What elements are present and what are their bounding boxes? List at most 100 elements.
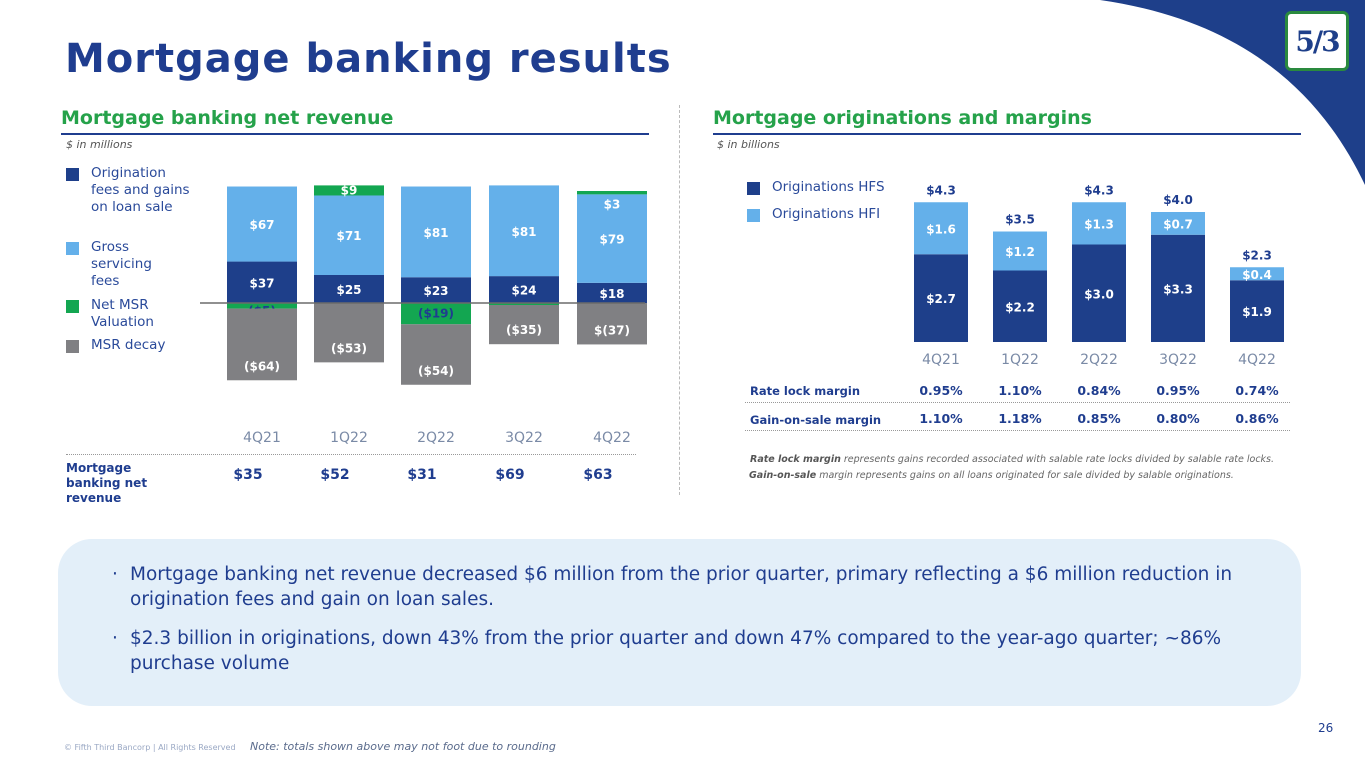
bullet-text: $2.3 billion in originations, down 43% f… [130, 628, 1222, 674]
bar-originations-hfs [1151, 234, 1205, 342]
bar-originations-hfs [1072, 244, 1126, 342]
x-axis-tick-label: 4Q21 [922, 352, 960, 368]
legend-swatch [66, 300, 79, 313]
bar-msr-decay [314, 303, 384, 363]
bar-servicing [401, 186, 471, 278]
originations-chart: $2.7 $1.6 $4.3 4Q21 $2.2 $1.2 $3.5 1Q22 $3.0 $1.3… [914, 183, 1284, 368]
x-axis-tick-label: 3Q22 [505, 430, 543, 446]
bar-servicing [314, 195, 384, 275]
bar-msr-decay [401, 324, 471, 385]
bullet-text: Mortgage banking net revenue decreased $… [130, 564, 1233, 610]
legend-item-msr-decay: MSR decay [66, 337, 196, 354]
bar-label-hfs: $3.3 [1163, 282, 1193, 296]
bar-msr-decay [227, 308, 297, 381]
bar-label-servicing: $81 [511, 225, 536, 239]
x-axis-tick-label: 4Q21 [243, 430, 281, 446]
rate-lock-value: 0.84% [1077, 383, 1121, 398]
bar-label-msr-decay: ($64) [244, 359, 280, 373]
bar-label-origination: $23 [423, 284, 448, 298]
bar-label-msr-decay: $(37) [594, 323, 630, 337]
bullet-item: · $2.3 billion in originations, down 43%… [112, 626, 1272, 676]
x-axis-tick-label: 1Q22 [1001, 352, 1039, 368]
gain-on-sale-value: 1.10% [919, 411, 963, 426]
rate-lock-value: 0.74% [1235, 383, 1279, 398]
bar-label-hfs: $1.9 [1242, 305, 1272, 319]
bar-label-hfs: $3.0 [1084, 287, 1114, 301]
footnote-gain-on-sale-term: Gain-on-sale [749, 470, 817, 481]
bar-label-hfi: $0.7 [1163, 217, 1193, 231]
bar-label-origination: $25 [336, 283, 361, 297]
bar-origination [227, 261, 297, 303]
rate-lock-value: 1.10% [998, 383, 1042, 398]
legend-item-origination: Origination fees and gains on loan sale [66, 165, 196, 216]
bar-servicing [577, 194, 647, 283]
bar-label-msr-decay: ($35) [506, 323, 542, 337]
footnote-rate-lock-text: represents gains recorded associated wit… [840, 454, 1275, 465]
legend-item-msr-valuation: Net MSR Valuation [66, 297, 196, 331]
bar-msr-valuation [577, 191, 647, 195]
legend-swatch [66, 168, 79, 181]
left-unit-label: $ in millions [66, 138, 133, 151]
x-axis-tick-label: 4Q22 [1238, 352, 1276, 368]
bar-label-origination: $37 [249, 276, 274, 290]
bar-msr-valuation [401, 303, 471, 325]
logo-text: 5/3 [1295, 24, 1340, 58]
revenue-value: $31 [407, 467, 437, 483]
bar-label-msr-decay: ($53) [331, 341, 367, 355]
footnote-rate-lock-term: Rate lock margin [750, 454, 841, 465]
bar-originations-hfi [1072, 202, 1126, 245]
bar-total-label: $4.0 [1163, 193, 1193, 207]
rate-lock-value: 0.95% [919, 383, 963, 398]
legend-label: Originations HFI [772, 206, 881, 222]
bar-label-msr-valuation: $9 [341, 183, 358, 197]
left-section-title: Mortgage banking net revenue [61, 107, 394, 129]
bar-originations-hfi [1151, 212, 1205, 235]
legend-label: MSR decay [91, 337, 166, 353]
bar-label-hfi: $0.4 [1242, 268, 1272, 282]
gain-on-sale-label: Gain-on-sale margin [750, 413, 882, 427]
bar-origination [314, 275, 384, 303]
bar-label-msr-valuation: $3 [604, 197, 621, 211]
bar-origination [401, 277, 471, 303]
right-unit-label: $ in billions [717, 138, 780, 151]
left-section-rule [61, 133, 649, 135]
commentary-box [58, 539, 1301, 706]
bar-label-servicing: $71 [336, 229, 361, 243]
bar-originations-hfs [914, 254, 968, 342]
bar-servicing [227, 186, 297, 262]
bar-label-hfs: $2.2 [1005, 300, 1035, 314]
gain-on-sale-value: 0.85% [1077, 411, 1121, 426]
bar-origination [489, 276, 559, 303]
bar-label-hfs: $2.7 [926, 292, 956, 306]
bar-label-hfi: $1.6 [926, 222, 956, 236]
revenue-value: $69 [495, 467, 525, 483]
bar-originations-hfs [1230, 280, 1284, 342]
revenue-value: $63 [583, 467, 613, 483]
rate-lock-value: 0.95% [1156, 383, 1200, 398]
bar-originations-hfi [914, 202, 968, 255]
section-divider [679, 105, 680, 495]
bar-originations-hfi [993, 231, 1047, 271]
footnote-gain-on-sale-text: margin represents gains on all loans ori… [816, 470, 1234, 481]
gain-on-sale-value: 1.18% [998, 411, 1042, 426]
revenue-value: $35 [233, 467, 263, 483]
bar-label-servicing: $81 [423, 226, 448, 240]
bar-originations-hfi [1230, 267, 1284, 281]
bar-origination [577, 282, 647, 303]
legend-swatch [66, 340, 79, 353]
margin-row-divider [745, 430, 1290, 431]
bar-msr-decay [489, 305, 559, 345]
footnote-gain-on-sale: Gain-on-sale margin represents gains on … [749, 470, 1234, 481]
rate-lock-label: Rate lock margin [750, 384, 861, 398]
net-revenue-chart: $37$67($5)($64)4Q21$25$71$9($53)1Q22$23$… [200, 183, 647, 446]
margin-row-divider [745, 402, 1290, 403]
bar-label-hfi: $1.3 [1084, 217, 1114, 231]
legend-item-hfi: Originations HFI [747, 206, 880, 223]
x-axis-tick-label: 2Q22 [417, 430, 455, 446]
legend-swatch [66, 242, 79, 255]
bullet-dot: · [112, 628, 118, 649]
bar-label-origination: $18 [599, 287, 624, 301]
legend-item-hfs: Originations HFS [747, 179, 885, 196]
legend-swatch [747, 182, 760, 195]
bar-msr-valuation [489, 303, 559, 305]
